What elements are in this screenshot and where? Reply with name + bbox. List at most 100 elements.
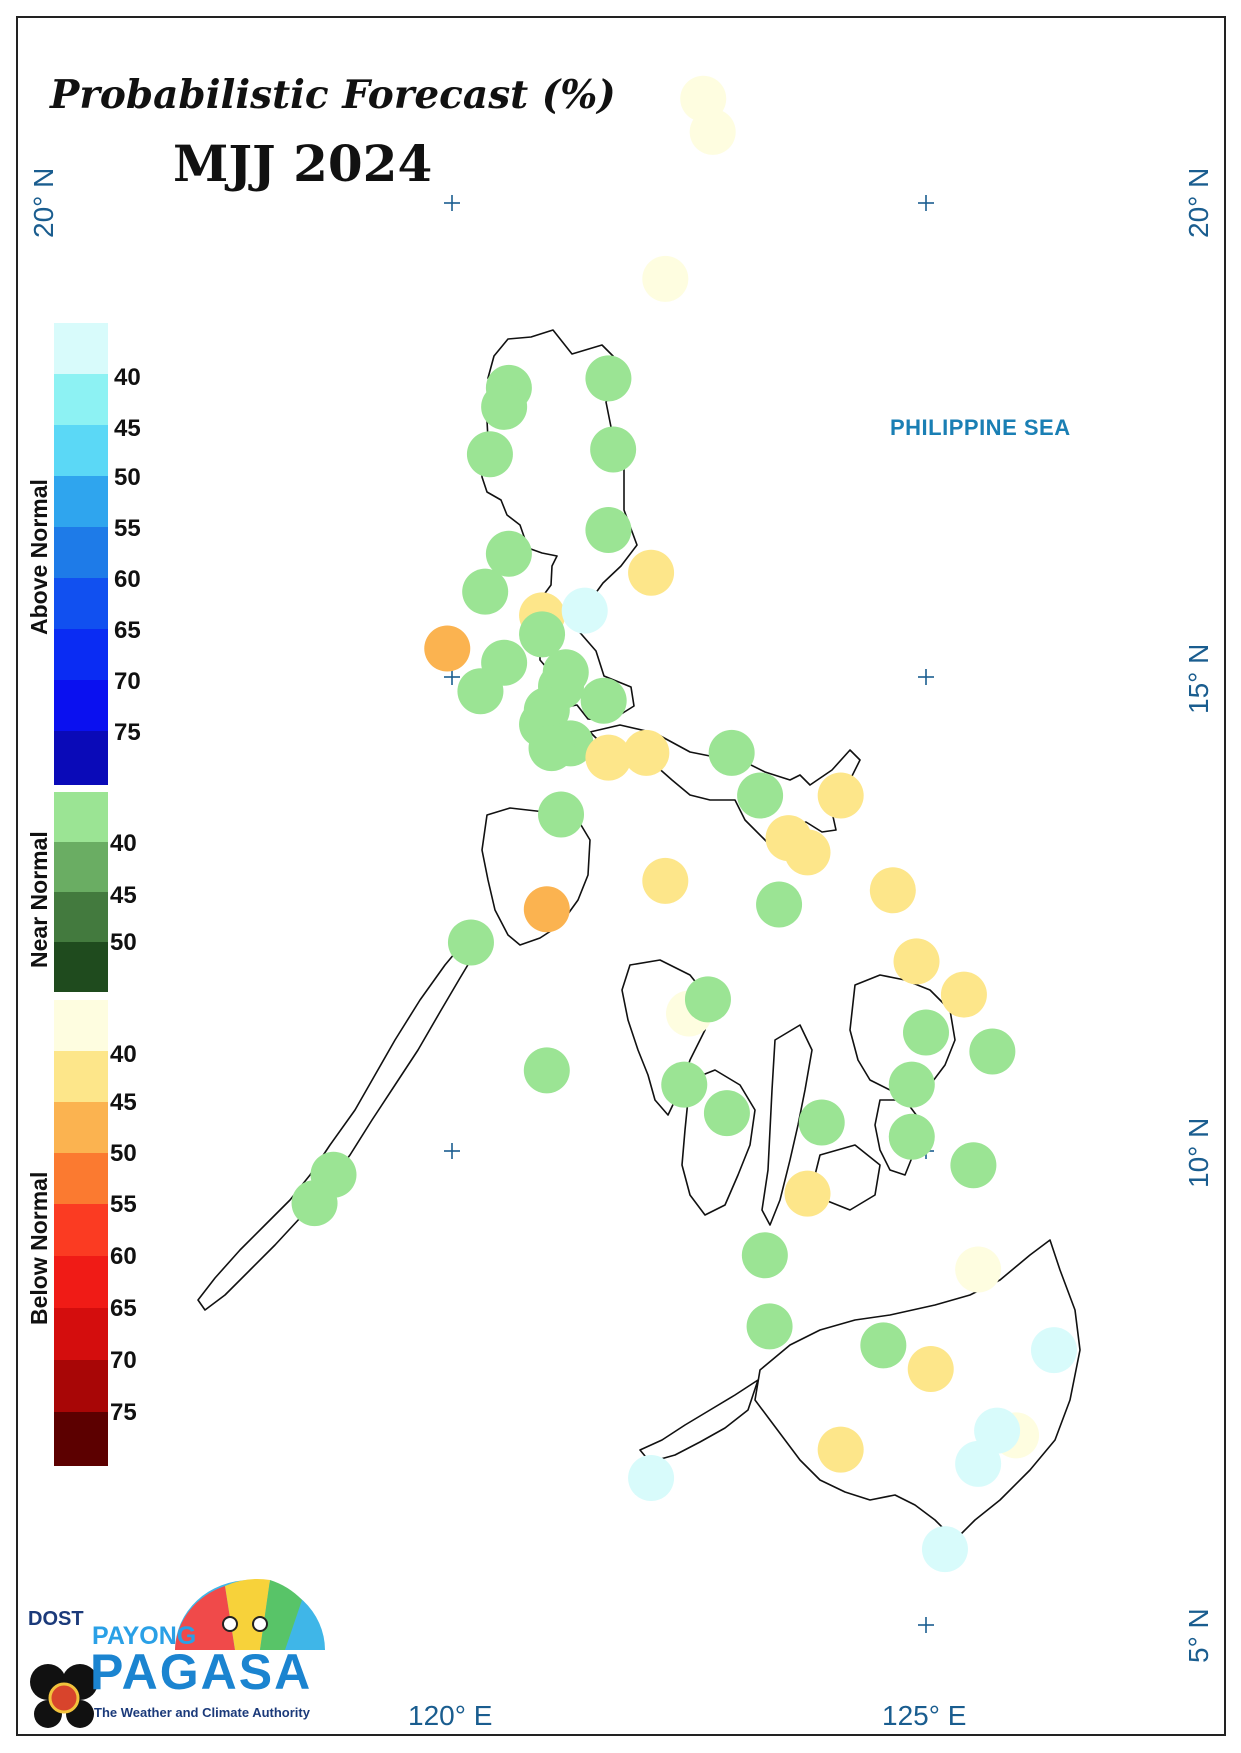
map-title: Probabilistic Forecast (%) [50,72,616,118]
station-marker-above [1030,1327,1077,1374]
graticule-cross [918,1617,934,1633]
station-marker-near [684,976,731,1023]
legend-title-above-normal: Above Normal [26,479,52,635]
station-marker-near [798,1099,845,1146]
station-markers [291,75,1077,1573]
station-marker-near [903,1009,949,1056]
cebu-island [761,1024,813,1226]
station-marker-below [955,1246,1002,1293]
station-marker-near [447,919,494,966]
station-marker-above [561,587,608,634]
station-marker-near [950,1142,997,1189]
legend-tick: 40 [110,830,137,857]
legend-swatch [54,1308,108,1360]
legend-tick: 50 [110,1140,137,1167]
legend-swatch [54,578,108,629]
legend-below-normal: 40 45 50 55 60 65 70 75 [54,1000,204,1466]
station-marker-above [628,1455,675,1502]
station-marker-near [485,530,532,577]
zamboanga-peninsula [639,1379,759,1463]
graticule-cross [918,669,934,685]
station-marker-near [580,677,627,724]
lat-label-left-20: 20° N [28,167,59,238]
legend-swatch [54,1000,108,1051]
station-marker-below [642,255,689,302]
station-marker-near [888,1113,935,1160]
legend-swatch [54,629,108,680]
logo-dost-text: DOST [28,1608,84,1630]
legend-tick: 50 [110,929,137,956]
sea-label: PHILIPPINE SEA [890,415,1071,440]
logo-pagasa-text: PAGASA [90,1644,313,1700]
legend-tick: 60 [110,1243,137,1270]
lat-label-right-10: 10° N [1183,1117,1214,1188]
station-marker-above [921,1526,968,1573]
legend-swatch [54,680,108,731]
legend-swatch [54,1051,108,1102]
legend-swatch [54,842,108,892]
legend-swatch [54,323,108,374]
station-marker-near [457,668,504,715]
station-marker-below [523,886,570,933]
legend-tick: 60 [114,566,141,593]
lat-label-right-15: 15° N [1183,643,1214,714]
graticule-cross [444,669,460,685]
graticule-cross [918,195,934,211]
station-marker-near [538,791,585,838]
legend-tick: 75 [114,719,141,746]
legend-tick: 45 [114,415,141,442]
station-marker-near [708,729,755,776]
station-marker-below [784,829,831,876]
station-marker-below [628,549,675,596]
station-marker-below [689,108,736,155]
legend-tick: 65 [114,617,141,644]
station-marker-near [969,1028,1016,1075]
legend-tick: 50 [114,464,141,491]
legend-swatch [54,731,108,785]
station-marker-below [585,734,632,781]
legend-title-below-normal: Below Normal [26,1171,52,1325]
station-marker-near [466,431,513,478]
station-marker-below [817,1426,864,1473]
station-marker-near [741,1232,788,1279]
legend-title-near-normal: Near Normal [26,831,52,968]
legend-swatch [54,1102,108,1153]
station-marker-below [424,625,471,672]
legend-swatch [54,892,108,942]
station-marker-below [784,1170,831,1217]
legend-swatch [54,942,108,992]
station-marker-near [888,1061,935,1108]
legend-above-normal: 40 45 50 55 60 65 70 75 [54,323,204,785]
legend-swatch [54,792,108,842]
legend-swatch [54,374,108,425]
station-marker-near [661,1061,708,1108]
legend-tick: 45 [110,882,137,909]
legend-swatch [54,1412,108,1466]
map-frame [16,16,1226,1736]
station-marker-near [481,383,528,430]
lon-label-120: 120° E [408,1700,493,1731]
legend-tick: 70 [114,668,141,695]
legend-tick: 40 [110,1041,137,1068]
graticule-cross [444,1143,460,1159]
legend-swatch [54,1360,108,1412]
legend-tick: 70 [110,1347,137,1374]
legend-swatch [54,1256,108,1308]
station-marker-near [291,1180,338,1227]
station-marker-near [519,611,566,658]
legend-swatch [54,1153,108,1204]
station-marker-near [462,568,509,615]
legend-tick: 75 [110,1399,137,1426]
lat-label-right-5: 5° N [1183,1608,1214,1663]
station-marker-near [756,881,803,928]
station-marker-near [523,1047,570,1094]
legend-tick: 40 [114,364,141,391]
station-marker-below [869,867,916,914]
station-marker-near [528,725,575,772]
lat-label-right-20: 20° N [1183,167,1214,238]
station-marker-near [737,772,784,819]
station-marker-near [585,507,632,554]
forecast-period: MJJ 2024 [173,134,433,193]
legend-swatch [54,476,108,527]
